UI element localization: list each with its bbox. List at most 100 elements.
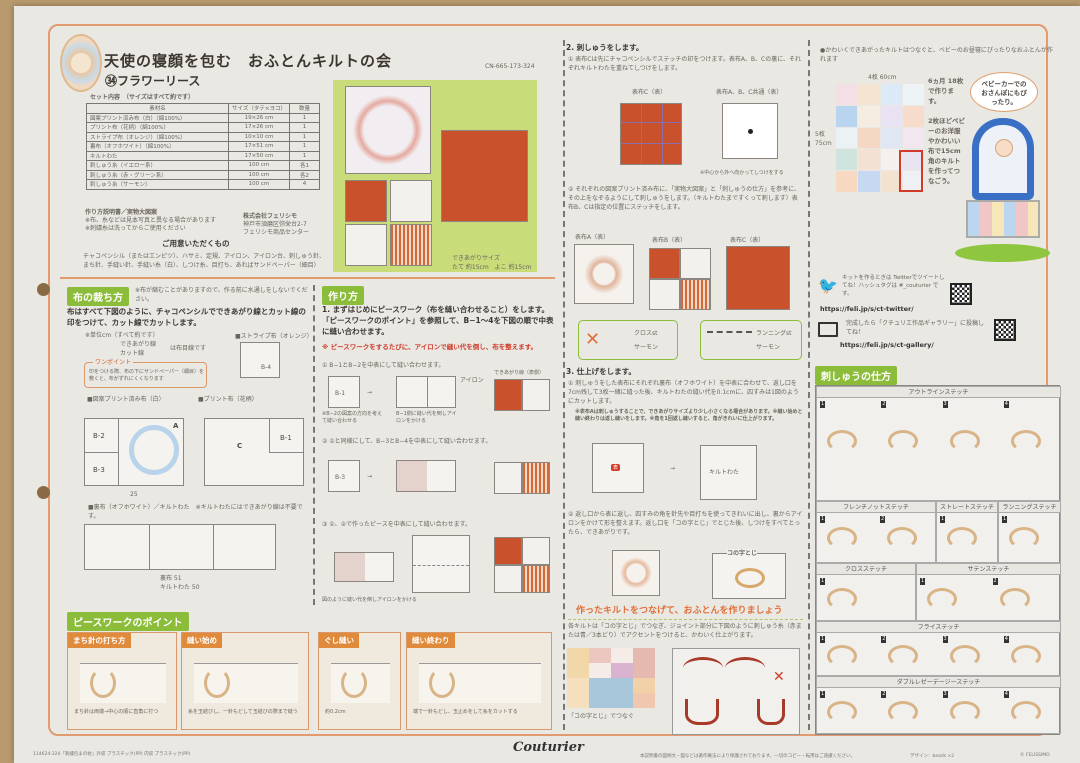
label-b: 表布B（表） bbox=[652, 237, 687, 244]
twitter-bird-icon: 🐦 bbox=[818, 276, 838, 295]
stitch-panel: ダブルレゼーデージーステッチ 1 2 3 4 bbox=[816, 676, 1061, 734]
stripe-cut-diagram: B-4 bbox=[240, 342, 280, 378]
step-number: 1 bbox=[820, 516, 826, 523]
cutting-note: ※布が縮むことがありますので、作る前に水通しをしないでください。 bbox=[135, 287, 308, 303]
company-address: 神戸市須磨区弥栄台2-7 bbox=[243, 221, 307, 228]
card-title: 縫い始め bbox=[182, 633, 222, 648]
fabric-a-diagram bbox=[574, 244, 634, 304]
thread-icon bbox=[204, 668, 230, 698]
quilt-square bbox=[836, 84, 858, 105]
cross-mark-icon: ✕ bbox=[773, 669, 785, 685]
stitch-panel: アウトラインステッチ 1 2 3 4 bbox=[816, 386, 1061, 501]
stitch-illustration-icon bbox=[1009, 527, 1039, 550]
step-number: 4 bbox=[1003, 401, 1009, 408]
print-fabric-diagram: B-2 B-3 A bbox=[84, 418, 184, 486]
table-cell: 100 cm bbox=[228, 160, 290, 171]
diagram-b2: B-1 bbox=[328, 376, 360, 408]
fabric-b-piece bbox=[680, 279, 711, 310]
substep-3: ③ ①、②で作ったピースを中表にして縫い合わせます。 bbox=[322, 521, 471, 528]
quilt-piece-image bbox=[390, 180, 432, 222]
col-header: サイズ（タテ×ヨコ） bbox=[228, 103, 290, 114]
table-cell: 17×50 cm bbox=[228, 150, 290, 161]
quilt-piece-image bbox=[390, 224, 432, 266]
diagram-b3: B-3 bbox=[328, 460, 360, 492]
result-piece bbox=[494, 565, 522, 593]
piece-label: B-1 bbox=[280, 434, 292, 442]
stitch-name: クロスst bbox=[634, 330, 658, 337]
stitch-illustration-icon bbox=[999, 588, 1030, 610]
stitch-illustration-icon bbox=[1010, 701, 1041, 723]
brand-logo: Couturier bbox=[513, 740, 584, 755]
card-text: まち針は両端→中心の順に直角に打つ bbox=[74, 709, 159, 715]
cross-mark-icon: ✕ bbox=[585, 329, 601, 350]
step-number: 2 bbox=[881, 401, 887, 408]
result-b4 bbox=[522, 462, 550, 494]
stroller-illustration bbox=[972, 118, 1034, 200]
step-number: 2 bbox=[881, 636, 887, 643]
embroidery-step1: ① 表布Cは先にチャコペンシルでステッチの印をつけます。表布A、B、Cの裏に、そ… bbox=[568, 56, 802, 72]
stitch-illustration-icon bbox=[1010, 430, 1041, 452]
quilt-square bbox=[858, 127, 880, 149]
twitter-link[interactable]: https://feli.jp/s/ct-twitter/ bbox=[820, 305, 914, 313]
footer-product-info: 114624-324「刺繍包まの枕」外袋 プラスチック(PP) 内袋 プラスチッ… bbox=[33, 752, 191, 757]
quilt-square bbox=[880, 149, 902, 171]
step-number: 1 bbox=[820, 636, 826, 643]
blanket-diagram bbox=[836, 84, 924, 192]
thread-illustration bbox=[194, 663, 298, 703]
embroidery-heading: 2. 刺しゅうをします。 bbox=[566, 43, 644, 52]
quilt-square bbox=[880, 127, 902, 149]
backing-label: ■裏布（オフホワイト）／キルトわた ※キルトわたにはできあがり線は不要です。 bbox=[88, 504, 303, 520]
quilt-square bbox=[836, 127, 858, 149]
card-text: 約0.2cm bbox=[325, 709, 346, 715]
quilt-piece-image bbox=[345, 224, 387, 266]
note: ※刺繍糸は洗ってからご使用ください bbox=[85, 225, 186, 232]
corner-cut-diagram: 表 bbox=[592, 443, 644, 493]
quilt-square bbox=[858, 84, 880, 105]
stitch-illustration-icon bbox=[888, 430, 919, 452]
stitch-name: ランニングステッチ bbox=[999, 502, 1060, 513]
page-border bbox=[48, 24, 1048, 736]
backing-diagram bbox=[84, 524, 276, 570]
logo-quilt-icon bbox=[60, 34, 102, 92]
table-cell: 刺しゅう糸（サーモン） bbox=[86, 179, 229, 190]
more-text: 2枚ほどベビーのお洋服やかわいい布で15cm角のキルトを作ってつなごう。 bbox=[928, 117, 966, 185]
stitch-panel: ランニングステッチ 1 bbox=[998, 501, 1061, 563]
page-title: 天使の寝顔を包む おふとんキルトの会 bbox=[104, 52, 393, 70]
label-abc: 表布A、B、C共通（表） bbox=[716, 89, 783, 96]
twitter-text: キットを作るときは Twitterでツイートしてね！ハッシュタグは #_cout… bbox=[842, 275, 945, 297]
copyright-notice: 本説明書の図柄文・図などは著作権法により保護されております。一切のコピー・転用は… bbox=[640, 754, 856, 759]
gallery-link[interactable]: https://feli.jp/s/ct-gallery/ bbox=[840, 341, 934, 349]
prepare-list: チャコペンシル（またはエンピツ）、ハサミ、定規、アイロン、アイロン台、刺しゅう針… bbox=[83, 253, 325, 269]
card-text: 端で一針もどし、玉止めをして糸をカットする bbox=[413, 709, 518, 715]
one-point-text: 印をつける際、布の下にサンドペーパー（細目）を敷くと、布がずれにくくなります bbox=[89, 369, 204, 382]
quilt-square bbox=[880, 105, 902, 127]
stitch-panel: ストレートステッチ 1 bbox=[936, 501, 998, 563]
gallery-qr-code bbox=[994, 319, 1016, 341]
quilt-square bbox=[836, 149, 858, 171]
stitch-illustration-icon bbox=[947, 527, 977, 550]
months-text: 6ヵ月 18枚で作ります。 bbox=[928, 77, 964, 105]
stitch-illustration-icon bbox=[827, 527, 857, 550]
stitch-panel: クロスステッチ 1 bbox=[816, 563, 916, 621]
connect-text: 各キルトは「コの字とじ」でつなぎ、ジョイント部分に下図のように刺しゅう糸（赤また… bbox=[568, 623, 802, 639]
monitor-icon bbox=[818, 322, 838, 337]
table-cell: 10×10 cm bbox=[228, 131, 290, 142]
basting-note: ※中心から外へ向かってしつけをする bbox=[700, 170, 784, 176]
label-c: 表布C（表） bbox=[632, 89, 667, 96]
floral-fabric-label: ■プリント布（花柄） bbox=[198, 396, 258, 403]
stitch-illustration-icon bbox=[827, 430, 857, 452]
table-cell: 各2 bbox=[288, 169, 320, 180]
step-number: 1 bbox=[820, 401, 826, 408]
copyright: © FELISSIMO bbox=[1020, 753, 1050, 758]
table-row: キルトわた 17×50 cm 1 bbox=[86, 150, 320, 161]
ladder-stitch-diagram: コの字とじ bbox=[712, 549, 786, 599]
stroller-blanket bbox=[966, 200, 1040, 238]
basting-diagram bbox=[722, 103, 778, 159]
legend-finish-line: できあがり線 bbox=[120, 341, 157, 348]
binder-hole bbox=[37, 486, 50, 499]
gallery-text: 完成したら「クチュリエ作品ギャラリー」に投稿してね！ bbox=[846, 320, 985, 336]
quilt-square bbox=[902, 105, 924, 127]
kit-name: ㉞フラワーリース bbox=[105, 74, 201, 88]
fabric-c-grid-diagram bbox=[620, 103, 682, 165]
step-number: 1 bbox=[1002, 516, 1008, 523]
